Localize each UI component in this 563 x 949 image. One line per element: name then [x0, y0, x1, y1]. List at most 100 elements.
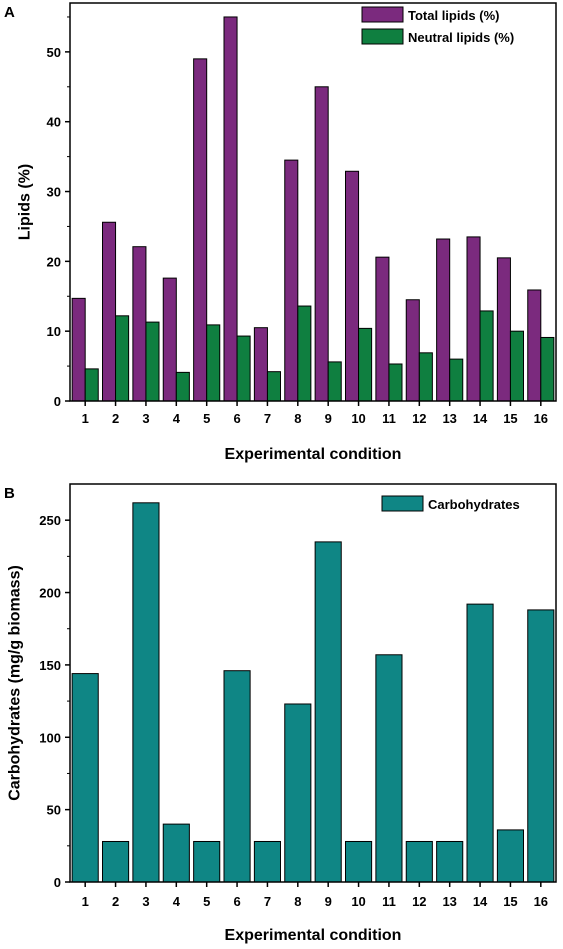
x-tick-label: 9 [325, 411, 332, 426]
bar-1-15 [496, 257, 511, 402]
x-tick-label: 5 [203, 411, 210, 426]
plot-frame [69, 483, 557, 883]
x-tick-label: 2 [112, 411, 119, 426]
bar-2-4 [175, 371, 190, 402]
bar-2-5 [206, 324, 221, 402]
bar-1-4 [162, 823, 190, 883]
x-tick-label: 1 [82, 894, 89, 909]
bar-1-10 [345, 840, 373, 883]
x-tick-label: 15 [503, 411, 517, 426]
bar-1-14 [466, 603, 494, 883]
bar-1-13 [436, 238, 451, 402]
x-tick-label: 14 [473, 894, 488, 909]
x-tick-label: 16 [534, 411, 548, 426]
legend-swatch-2 [361, 28, 404, 45]
bar-1-11 [375, 654, 403, 883]
bar-2-12 [418, 352, 433, 402]
x-tick-label: 12 [412, 894, 426, 909]
bar-1-14 [466, 236, 481, 402]
y-tick-label: 150 [39, 658, 61, 673]
bar-2-3 [145, 321, 160, 402]
bar-2-15 [509, 330, 525, 402]
bar-1-5 [193, 58, 208, 402]
x-tick-label: 6 [233, 411, 240, 426]
y-tick-label: 250 [39, 513, 61, 528]
y-tick-label: 0 [54, 394, 61, 409]
legend-label-2: Neutral lipids (%) [408, 30, 514, 45]
x-axis-title: Experimental condition [225, 446, 402, 463]
bar-1-7 [253, 327, 268, 402]
bar-1-13 [436, 840, 464, 883]
x-tick-label: 5 [203, 894, 210, 909]
y-tick-label: 20 [47, 254, 61, 269]
y-tick-label: 0 [54, 875, 61, 890]
bar-2-9 [327, 361, 342, 402]
bar-1-8 [284, 159, 299, 402]
x-tick-label: 15 [503, 894, 517, 909]
x-tick-label: 6 [233, 894, 240, 909]
x-tick-label: 7 [264, 411, 271, 426]
y-tick-label: 40 [47, 115, 61, 130]
bar-2-1 [84, 368, 99, 402]
bar-1-1 [71, 673, 99, 883]
x-tick-label: 10 [351, 411, 365, 426]
legend-swatch-1 [381, 495, 424, 512]
panel-b-label: B [4, 485, 15, 502]
bar-2-13 [449, 358, 464, 402]
plot-frame [69, 2, 557, 402]
x-tick-label: 16 [534, 894, 548, 909]
bar-1-2 [102, 221, 117, 402]
bar-1-6 [223, 16, 238, 402]
bar-1-10 [345, 170, 360, 402]
bar-1-5 [193, 840, 221, 883]
bar-1-15 [496, 829, 525, 883]
x-tick-label: 7 [264, 894, 271, 909]
y-tick-label: 50 [47, 803, 61, 818]
legend-label-1: Total lipids (%) [408, 8, 499, 23]
bar-1-12 [405, 840, 433, 883]
y-tick-label: 10 [47, 324, 61, 339]
y-axis-title: Lipids (%) [17, 164, 34, 240]
y-tick-label: 50 [47, 45, 61, 60]
bar-1-16 [527, 609, 555, 883]
y-axis-title: Carbohydrates (mg/g biomass) [7, 565, 24, 801]
bar-1-4 [162, 277, 177, 402]
x-tick-label: 8 [294, 894, 301, 909]
x-tick-label: 13 [442, 411, 456, 426]
bar-1-9 [314, 541, 342, 883]
bar-1-3 [132, 246, 147, 402]
bar-1-9 [314, 86, 329, 402]
bar-1-7 [253, 840, 282, 883]
bar-1-8 [284, 703, 312, 883]
bar-1-16 [527, 289, 542, 402]
bar-2-11 [388, 363, 403, 402]
x-tick-label: 4 [173, 894, 181, 909]
legend-swatch-1 [361, 6, 404, 23]
x-tick-label: 11 [382, 411, 396, 426]
x-tick-label: 11 [382, 894, 396, 909]
panel-a-label: A [4, 4, 15, 21]
y-tick-label: 30 [47, 185, 61, 200]
bar-1-12 [405, 299, 420, 402]
bar-1-2 [102, 840, 130, 883]
x-tick-label: 3 [142, 411, 149, 426]
bar-1-3 [132, 502, 160, 883]
bar-2-6 [236, 335, 251, 402]
x-tick-label: 10 [351, 894, 365, 909]
bar-2-16 [540, 336, 555, 402]
bar-1-6 [223, 670, 251, 883]
x-tick-label: 13 [442, 894, 456, 909]
y-tick-label: 100 [39, 730, 61, 745]
bar-2-7 [266, 371, 282, 402]
bar-2-14 [479, 310, 494, 402]
x-tick-label: 14 [473, 411, 488, 426]
x-tick-label: 8 [294, 411, 301, 426]
bar-1-1 [71, 297, 86, 402]
x-axis-title: Experimental condition [225, 927, 402, 944]
legend-label-1: Carbohydrates [428, 497, 520, 512]
x-tick-label: 12 [412, 411, 426, 426]
x-tick-label: 3 [142, 894, 149, 909]
